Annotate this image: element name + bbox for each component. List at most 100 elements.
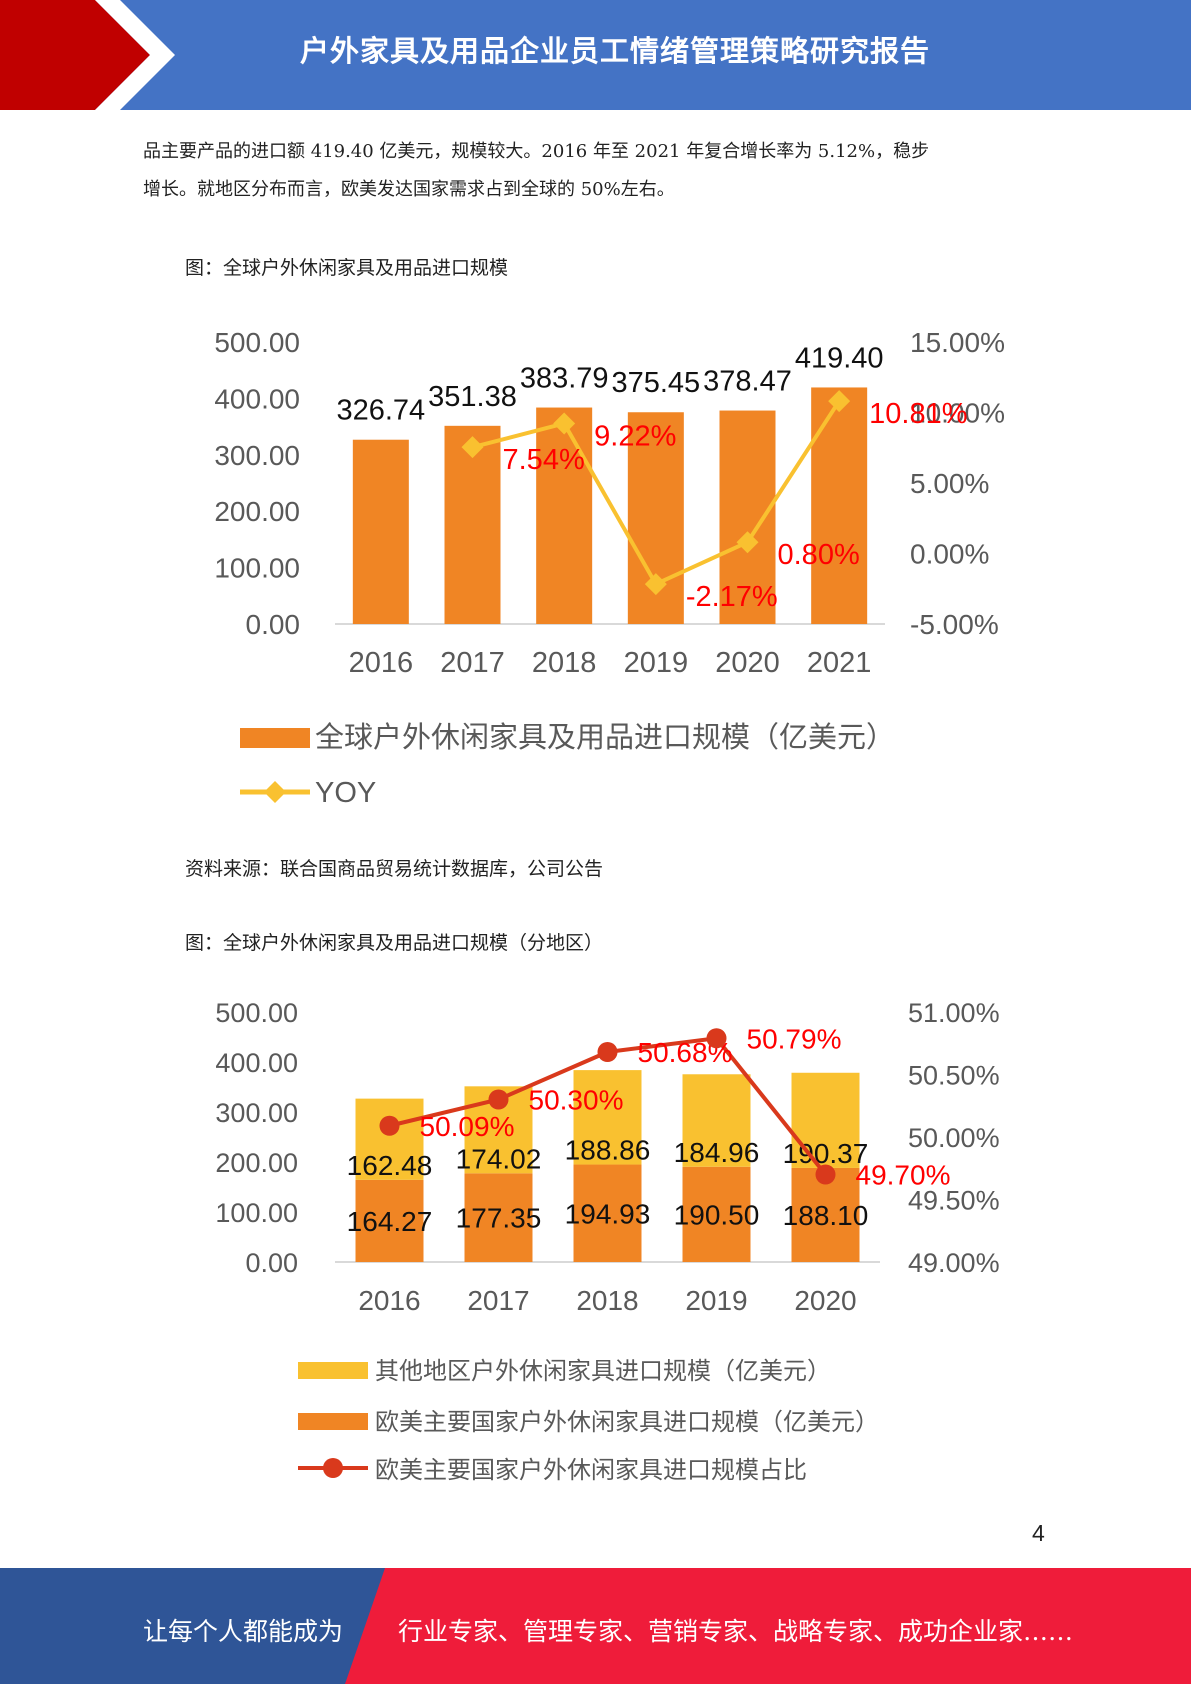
chart-import-scale: 0.00 100.00 200.00 300.00 400.00 500.00 -5.00%… <box>214 327 1005 809</box>
legend-bar-swatch <box>240 728 310 748</box>
header-arrow-graphic <box>0 0 175 110</box>
intro-line-2: 增长。就地区分布而言，欧美发达国家需求占到全球的 50%左右。 <box>143 179 675 200</box>
legend-yoy-label: YOY <box>315 777 376 809</box>
header-title: 户外家具及用品企业员工情绪管理策略研究报告 <box>299 34 930 68</box>
intro-line-1: 品主要产品的进口额 419.40 亿美元，规模较大。2016 年至 2021 年… <box>143 141 930 162</box>
share-marker <box>488 1089 509 1110</box>
yoy-value-label: 0.80% <box>778 539 860 571</box>
figure-1-caption: 图：全球户外休闲家具及用品进口规模 <box>185 257 509 279</box>
left-axis-tick-label: 200.00 <box>215 1148 298 1178</box>
bar-segment-eu-us <box>464 1173 533 1262</box>
chart-import-scale-by-region: 0.00 100.00 200.00 300.00 400.00 500.00 49.00%… <box>215 998 1000 1484</box>
bar <box>811 387 868 624</box>
eu-us-value-label: 194.93 <box>565 1198 651 1229</box>
right-axis-tick-label: 50.00% <box>908 1123 1000 1153</box>
right-axis-tick-label: 51.00% <box>908 998 1000 1028</box>
x-axis-tick-label: 2020 <box>715 647 780 679</box>
yoy-value-label: 9.22% <box>594 420 676 452</box>
yoy-value-label: 10.81% <box>869 398 967 430</box>
eu-us-value-label: 177.35 <box>456 1203 542 1234</box>
x-axis-tick-label: 2018 <box>532 647 597 679</box>
intro-paragraph: 品主要产品的进口额 419.40 亿美元，规模较大。2016 年至 2021 年… <box>143 133 1048 209</box>
header-red-arrow <box>0 0 150 110</box>
x-axis-tick-label: 2017 <box>440 647 505 679</box>
other-value-label: 174.02 <box>456 1143 542 1174</box>
right-axis-tick-label: 0.00% <box>910 539 989 570</box>
other-value-label: 190.37 <box>783 1138 869 1169</box>
legend-other-swatch <box>298 1362 368 1379</box>
bar-segment-other <box>682 1074 751 1167</box>
bar-segment-other <box>573 1070 642 1165</box>
x-axis-tick-label: 2016 <box>358 1285 420 1316</box>
other-value-label: 188.86 <box>565 1135 651 1166</box>
legend-yoy-marker <box>264 781 286 803</box>
bar-value-label: 383.79 <box>520 363 609 395</box>
yoy-value-label: -2.17% <box>686 581 778 613</box>
bar-segment-eu-us <box>355 1179 424 1262</box>
other-value-label: 184.96 <box>674 1137 760 1168</box>
figure-2-caption: 图：全球户外休闲家具及用品进口规模（分地区） <box>185 932 604 954</box>
share-value-label: 49.70% <box>856 1160 951 1191</box>
source-note: 资料来源：联合国商品贸易统计数据库，公司公告 <box>185 858 604 880</box>
eu-us-value-label: 164.27 <box>347 1206 433 1237</box>
left-axis-tick-label: 500.00 <box>214 327 300 358</box>
left-axis-tick-label: 0.00 <box>246 609 301 640</box>
left-axis-tick-label: 300.00 <box>215 1098 298 1128</box>
share-marker <box>597 1042 618 1062</box>
bar-value-label: 351.38 <box>428 381 517 413</box>
x-axis-tick-label: 2017 <box>467 1285 529 1316</box>
x-axis-tick-label: 2019 <box>624 647 689 679</box>
other-value-label: 162.48 <box>347 1150 433 1181</box>
x-axis-tick-label: 2021 <box>807 647 872 679</box>
left-axis-tick-label: 500.00 <box>215 998 298 1028</box>
x-axis-tick-label: 2016 <box>349 647 414 679</box>
right-axis-tick-label: -5.00% <box>910 609 999 640</box>
yoy-value-label: 7.54% <box>503 444 585 476</box>
page-footer: 让每个人都能成为 行业专家、管理专家、营销专家、战略专家、成功企业家…… <box>0 1568 1191 1684</box>
left-axis-tick-label: 400.00 <box>215 1048 298 1078</box>
bar <box>536 407 593 624</box>
bar-segment-other <box>791 1072 860 1168</box>
bar <box>719 410 776 624</box>
left-axis-tick-label: 300.00 <box>214 440 300 471</box>
bar-value-label: 375.45 <box>611 367 700 399</box>
right-axis-tick-label: 5.00% <box>910 468 989 499</box>
bar-segment-eu-us <box>573 1164 642 1262</box>
share-marker <box>706 1028 727 1049</box>
yoy-marker <box>553 412 576 435</box>
legend-share-label: 欧美主要国家户外休闲家具进口规模占比 <box>375 1457 807 1484</box>
share-value-label: 50.09% <box>420 1111 515 1142</box>
right-axis-tick-label: 49.50% <box>908 1186 1000 1216</box>
bar-value-label: 419.40 <box>795 342 884 374</box>
bar-segment-other <box>355 1098 424 1180</box>
share-marker <box>379 1115 400 1136</box>
legend-share-marker <box>323 1458 343 1478</box>
right-axis-tick-label: 50.50% <box>908 1061 1000 1091</box>
bar <box>444 425 501 624</box>
x-axis-tick-label: 2018 <box>576 1285 638 1316</box>
bar-segment-eu-us <box>682 1166 751 1262</box>
bar-value-label: 326.74 <box>336 395 425 427</box>
eu-us-value-label: 188.10 <box>783 1200 869 1231</box>
left-axis-tick-label: 200.00 <box>214 496 300 527</box>
left-axis-tick-label: 400.00 <box>214 383 300 414</box>
share-value-label: 50.79% <box>747 1023 842 1054</box>
header-white-chevron <box>95 0 175 110</box>
legend-bar-label: 全球户外休闲家具及用品进口规模（亿美元） <box>315 721 895 754</box>
bar <box>352 439 409 624</box>
x-axis-tick-label: 2020 <box>794 1285 856 1316</box>
bar-value-label: 378.47 <box>703 366 792 398</box>
page-header: 户外家具及用品企业员工情绪管理策略研究报告 <box>0 0 1191 110</box>
legend-eu-us-swatch <box>298 1413 368 1430</box>
eu-us-value-label: 190.50 <box>674 1199 760 1230</box>
left-axis-tick-label: 0.00 <box>245 1248 298 1278</box>
right-axis-tick-label: 10.00% <box>910 398 1005 429</box>
share-marker <box>815 1164 836 1185</box>
legend-eu-us-label: 欧美主要国家户外休闲家具进口规模（亿美元） <box>375 1409 879 1436</box>
yoy-marker <box>644 573 667 596</box>
yoy-marker <box>736 531 759 554</box>
legend-other-label: 其他地区户外休闲家具进口规模（亿美元） <box>375 1358 831 1385</box>
x-axis-tick-label: 2019 <box>685 1285 747 1316</box>
left-axis-tick-label: 100.00 <box>215 1198 298 1228</box>
yoy-marker <box>828 390 851 413</box>
